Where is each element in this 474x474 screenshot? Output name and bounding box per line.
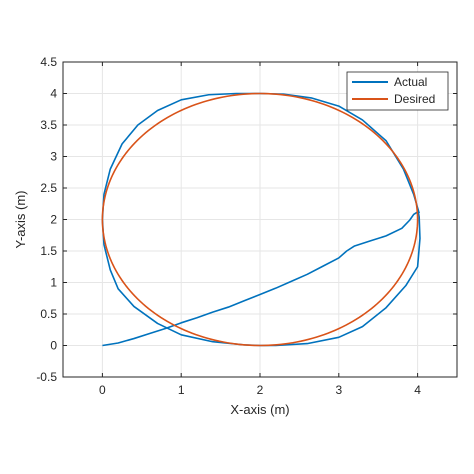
- y-tick-label: 3.5: [40, 118, 57, 132]
- y-tick-label: 0.5: [40, 307, 57, 321]
- x-axis-label: X-axis (m): [230, 402, 289, 417]
- y-tick-label: 1.5: [40, 244, 57, 258]
- x-tick-label: 3: [335, 383, 342, 397]
- x-tick-label: 4: [414, 383, 421, 397]
- y-tick-label: 4: [50, 87, 57, 101]
- legend-label-actual: Actual: [394, 75, 427, 89]
- legend-label-desired: Desired: [394, 92, 435, 106]
- y-axis-label: Y-axis (m): [13, 190, 28, 248]
- series-line-desired: [101, 92, 419, 347]
- legend-box: [346, 71, 449, 111]
- y-tick-label: 2: [50, 213, 57, 227]
- ticks: 0 1 2 3 4 -0.5 0 0.5 1 1.5 2 2.5 3 3.5 4 4.5: [36, 55, 457, 397]
- y-tick-label: -0.5: [36, 370, 57, 384]
- y-tick-label: 4.5: [40, 55, 57, 69]
- legend: Actual Desired: [346, 71, 449, 111]
- y-tick-label: 3: [50, 150, 57, 164]
- x-tick-label: 1: [178, 383, 185, 397]
- y-tick-label: 2.5: [40, 181, 57, 195]
- y-tick-label: 0: [50, 339, 57, 353]
- series-layer: [101, 92, 421, 347]
- x-tick-label: 2: [257, 383, 264, 397]
- y-tick-label: 1: [50, 276, 57, 290]
- x-tick-label: 0: [99, 383, 106, 397]
- series-line-actual: [101, 92, 421, 347]
